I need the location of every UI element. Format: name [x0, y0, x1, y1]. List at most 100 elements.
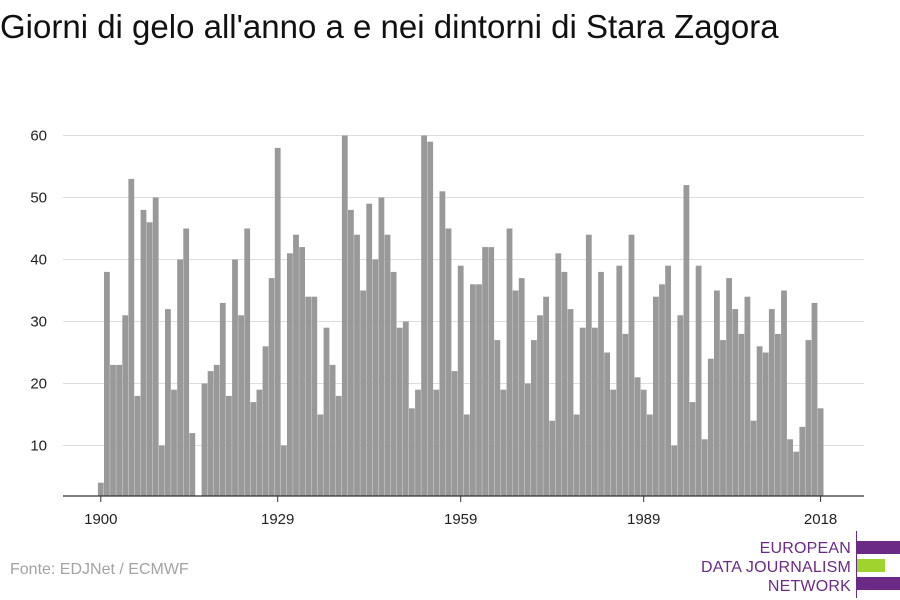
- bar-1974: [549, 420, 556, 496]
- bar-1928: [268, 278, 275, 496]
- bar-1960: [463, 414, 470, 496]
- bar-1969: [518, 278, 525, 496]
- bar-1934: [305, 296, 312, 496]
- bar-1900: [97, 482, 104, 496]
- bar-1947: [384, 234, 391, 496]
- bar-1968: [512, 290, 519, 496]
- bar-1996: [683, 185, 690, 496]
- edjnet-logo-text: EUROPEAN DATA JOURNALISM NETWORK: [651, 539, 851, 596]
- bar-1905: [128, 178, 135, 496]
- bar-1993: [665, 265, 671, 496]
- bar-1962: [476, 284, 482, 496]
- bar-2010: [768, 309, 775, 496]
- bar-2008: [756, 346, 763, 496]
- bar-1975: [555, 253, 562, 496]
- logo-bar-purple-bottom: [857, 577, 900, 590]
- bar-1950: [402, 321, 409, 496]
- logo-bar-green: [857, 559, 885, 572]
- bar-1986: [622, 333, 629, 496]
- bar-1990: [646, 414, 653, 496]
- logo-line-1: EUROPEAN: [759, 540, 851, 557]
- x-tick-label-1989: 1989: [627, 511, 660, 528]
- bar-1983: [604, 352, 610, 496]
- y-tick-label-60: 60: [30, 128, 47, 145]
- bar-1959: [457, 265, 464, 496]
- bar-1935: [311, 296, 318, 496]
- bar-1955: [433, 389, 440, 496]
- bar-2006: [744, 296, 751, 496]
- bar-1904: [122, 315, 129, 496]
- bar-2016: [805, 340, 812, 496]
- bar-1908: [146, 222, 153, 497]
- bar-1918: [207, 371, 214, 496]
- bar-1961: [470, 284, 476, 496]
- bar-chart: 1900 1929 1959 1989 2018 10 20 30 40 50 60: [30, 128, 864, 528]
- bar-1954: [427, 141, 434, 496]
- bar-1911: [165, 309, 171, 496]
- source-note: Fonte: EDJNet / ECMWF: [10, 561, 189, 578]
- bar-2018: [817, 408, 824, 496]
- bar-1938: [329, 364, 336, 496]
- bar-1925: [250, 402, 257, 496]
- bar-1963: [482, 247, 488, 496]
- bar-1942: [354, 234, 360, 496]
- bar-1972: [537, 315, 543, 496]
- bar-1933: [299, 247, 305, 496]
- bar-1931: [287, 253, 293, 496]
- bar-1992: [659, 284, 665, 496]
- bar-1997: [689, 402, 696, 496]
- bar-1976: [561, 271, 568, 496]
- logo-bar-purple-top: [857, 541, 900, 554]
- bar-1978: [573, 414, 580, 496]
- bar-1907: [140, 209, 147, 496]
- x-tick-label-1900: 1900: [84, 511, 117, 528]
- logo-line-3: NETWORK: [767, 578, 851, 595]
- bar-1953: [421, 135, 427, 496]
- bar-1926: [256, 389, 263, 496]
- bar-1980: [585, 234, 592, 496]
- bar-1994: [671, 445, 678, 496]
- bar-1921: [226, 395, 232, 496]
- bar-1982: [598, 271, 604, 496]
- bar-1919: [213, 364, 220, 496]
- y-tick-label-30: 30: [30, 314, 47, 331]
- bar-1924: [244, 228, 251, 496]
- bar-1930: [280, 445, 287, 496]
- bar-2012: [781, 290, 787, 496]
- bar-1920: [219, 302, 226, 496]
- bar-1922: [232, 259, 238, 496]
- bar-1906: [134, 395, 141, 496]
- x-ticks: 1900 1929 1959 1989 2018: [84, 496, 837, 528]
- bar-1903: [116, 364, 122, 496]
- bar-1943: [360, 290, 366, 496]
- bar-2007: [750, 420, 757, 496]
- bar-1937: [323, 327, 330, 496]
- bar-1951: [409, 408, 415, 496]
- bar-2014: [793, 451, 800, 496]
- bar-1964: [488, 247, 495, 496]
- bar-1940: [341, 135, 348, 496]
- y-tick-label-50: 50: [30, 190, 47, 207]
- bar-1936: [317, 414, 324, 496]
- logo-line-2: DATA JOURNALISM: [701, 559, 851, 576]
- bar-1973: [543, 296, 549, 496]
- bar-1952: [415, 389, 421, 496]
- bar-1991: [653, 296, 659, 496]
- bar-1939: [335, 395, 342, 496]
- bar-1927: [262, 346, 269, 496]
- bar-2005: [738, 333, 745, 496]
- chart-title: Giorni di gelo all'anno a e nei dintorni…: [0, 8, 779, 45]
- bar-1965: [494, 340, 501, 496]
- bar-2009: [762, 352, 769, 496]
- y-ticks: 10 20 30 40 50 60: [30, 128, 47, 455]
- bar-1970: [524, 383, 531, 496]
- logo-divider: [856, 531, 857, 598]
- y-tick-label-40: 40: [30, 252, 47, 269]
- bar-1979: [579, 327, 586, 496]
- bar-2017: [811, 302, 818, 496]
- bar-1923: [238, 315, 244, 496]
- bar-1946: [378, 197, 385, 496]
- bar-1985: [616, 265, 623, 496]
- bar-1987: [628, 234, 635, 496]
- bar-1915: [189, 433, 196, 496]
